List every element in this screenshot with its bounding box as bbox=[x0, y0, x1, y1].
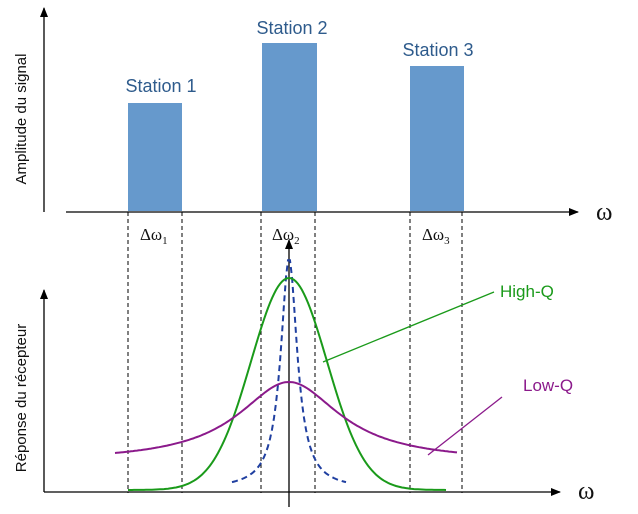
ideal-response-curve bbox=[231, 259, 347, 484]
high-q-response-curve bbox=[128, 277, 447, 491]
top-x-axis-label: ω bbox=[596, 199, 612, 226]
high-q-label: High-Q bbox=[500, 282, 554, 301]
bandwidth-guides bbox=[127, 212, 463, 493]
station-1-label: Station 1 bbox=[125, 76, 196, 96]
top-panel: Amplitude du signal ω Station 1 Station … bbox=[13, 7, 612, 247]
bottom-x-axis-label: ω bbox=[578, 478, 594, 505]
station-2-bar bbox=[262, 43, 317, 211]
bottom-y-axis-label: Réponse du récepteur bbox=[13, 324, 30, 472]
station-1-bar bbox=[128, 103, 182, 211]
bandwidth-2-label: Δω2 bbox=[272, 225, 300, 247]
bandwidth-3-label: Δω3 bbox=[422, 225, 450, 247]
low-q-leader-line bbox=[427, 396, 503, 456]
station-3-label: Station 3 bbox=[402, 40, 473, 60]
bottom-panel: Réponse du récepteur ω High-Q Low-Q bbox=[13, 239, 594, 507]
high-q-leader-line bbox=[322, 291, 495, 363]
bandwidth-1-label: Δω1 bbox=[140, 225, 168, 247]
station-3-bar bbox=[410, 66, 464, 211]
low-q-response-curve bbox=[114, 380, 458, 454]
top-y-axis-label: Amplitude du signal bbox=[13, 54, 30, 185]
station-2-label: Station 2 bbox=[256, 18, 327, 38]
low-q-label: Low-Q bbox=[523, 376, 573, 395]
